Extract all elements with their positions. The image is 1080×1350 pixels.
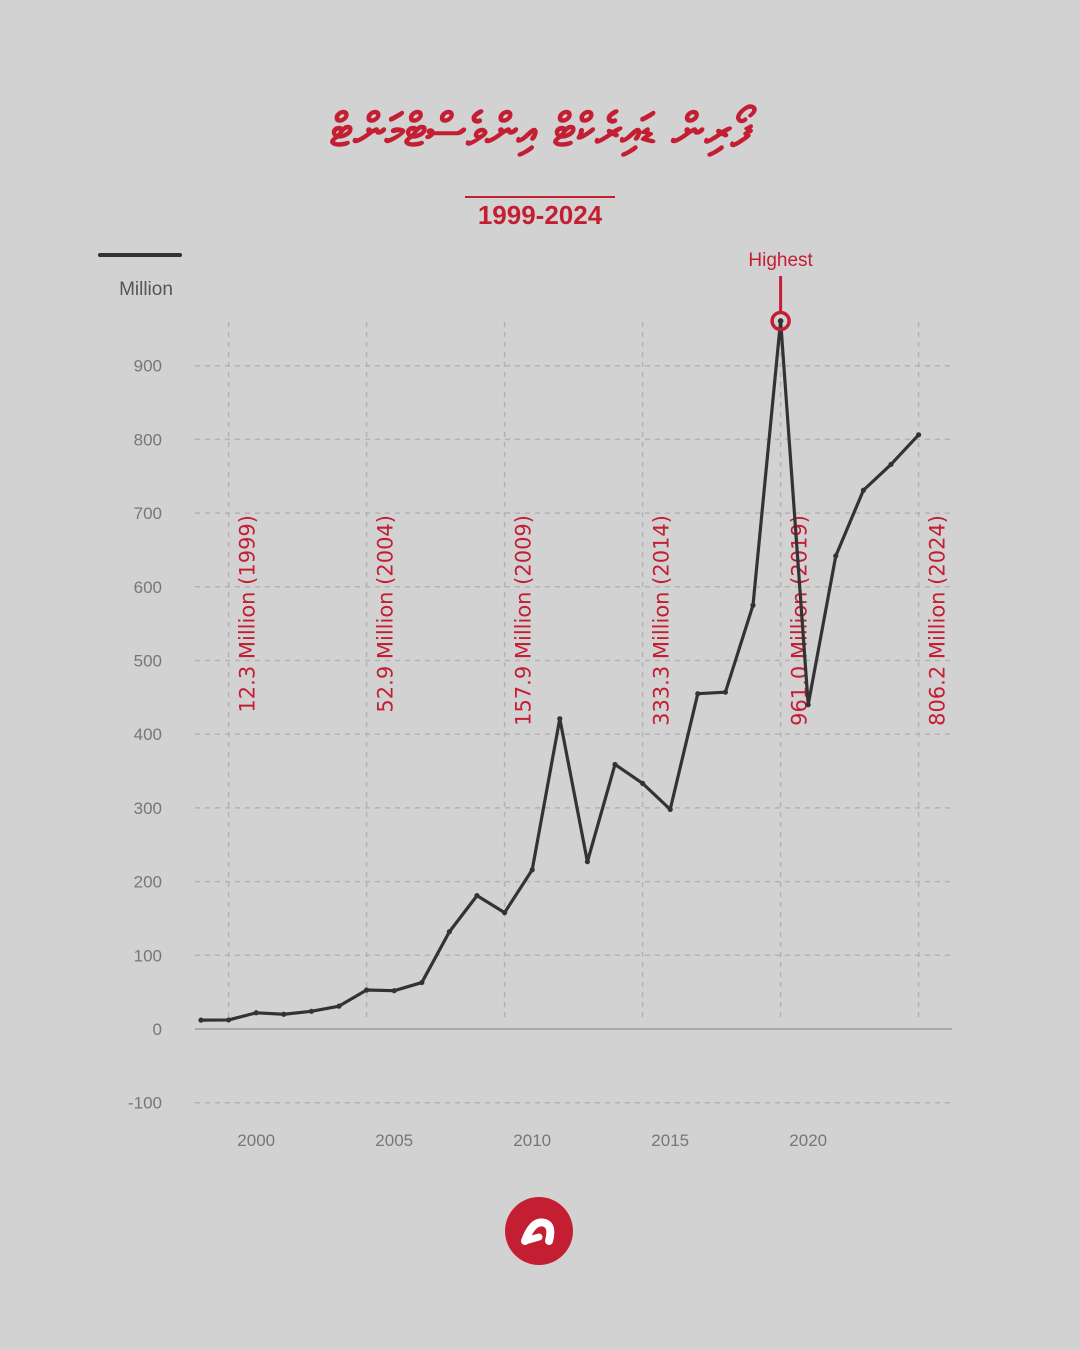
y-tick-label: 800 bbox=[134, 430, 162, 449]
data-point bbox=[391, 988, 397, 994]
annotation-label: 333.3 Million (2014) bbox=[650, 515, 674, 726]
highlight-point bbox=[777, 318, 784, 324]
y-tick-label: 700 bbox=[134, 504, 162, 523]
data-point bbox=[695, 691, 701, 697]
annotation-label: 12.3 Million (1999) bbox=[236, 515, 260, 713]
y-tick-label: 100 bbox=[134, 946, 162, 965]
y-tick-label: 900 bbox=[134, 357, 162, 376]
y-tick-label: 200 bbox=[134, 873, 162, 892]
data-point bbox=[308, 1008, 314, 1014]
data-point bbox=[860, 487, 867, 493]
data-point bbox=[529, 867, 535, 873]
data-point bbox=[253, 1010, 259, 1016]
page-title: ފޯރިން ޑައިރެކްޓް އިންވެސްޓްމަންޓް bbox=[329, 103, 751, 157]
subtitle-rule bbox=[465, 196, 615, 198]
data-point bbox=[198, 1017, 204, 1023]
annotation-label: 806.2 Million (2024) bbox=[926, 515, 950, 726]
y-axis-label: Million bbox=[119, 279, 173, 300]
data-point bbox=[281, 1011, 287, 1017]
brand-logo-icon bbox=[505, 1197, 573, 1265]
highlight-label: Highest bbox=[748, 250, 813, 271]
annotation-label: 157.9 Million (2009) bbox=[512, 515, 536, 726]
data-point bbox=[640, 780, 646, 786]
data-point bbox=[833, 553, 839, 559]
data-point bbox=[502, 910, 508, 916]
y-tick-label: 500 bbox=[134, 652, 162, 671]
data-point bbox=[584, 859, 591, 865]
x-tick-label: 2005 bbox=[375, 1131, 413, 1150]
data-point bbox=[557, 716, 563, 722]
data-point bbox=[336, 1003, 342, 1009]
data-point bbox=[916, 432, 922, 438]
x-tick-label: 2020 bbox=[789, 1131, 827, 1150]
page-subtitle: 1999-2024 bbox=[477, 200, 603, 230]
highlight-ring bbox=[770, 310, 791, 332]
y-tick-label: -100 bbox=[128, 1094, 162, 1113]
x-tick-label: 2010 bbox=[513, 1131, 551, 1150]
y-tick-label: 400 bbox=[134, 725, 162, 744]
data-point bbox=[805, 702, 811, 708]
data-point bbox=[667, 806, 673, 812]
x-tick-label: 2000 bbox=[237, 1131, 275, 1150]
legend-line-swatch bbox=[98, 253, 182, 257]
annotation-label: 52.9 Million (2004) bbox=[374, 515, 398, 713]
data-point bbox=[446, 929, 452, 935]
data-point bbox=[612, 761, 618, 768]
x-tick-label: 2015 bbox=[651, 1131, 689, 1150]
y-tick-label: 0 bbox=[153, 1020, 162, 1039]
data-point bbox=[226, 1017, 232, 1023]
data-point bbox=[888, 461, 894, 468]
data-point bbox=[474, 893, 480, 899]
y-tick-label: 300 bbox=[134, 799, 162, 818]
y-tick-label: 600 bbox=[134, 578, 162, 597]
data-point bbox=[419, 979, 425, 986]
data-point bbox=[364, 987, 370, 993]
data-point bbox=[722, 689, 729, 695]
data-point bbox=[750, 602, 756, 608]
